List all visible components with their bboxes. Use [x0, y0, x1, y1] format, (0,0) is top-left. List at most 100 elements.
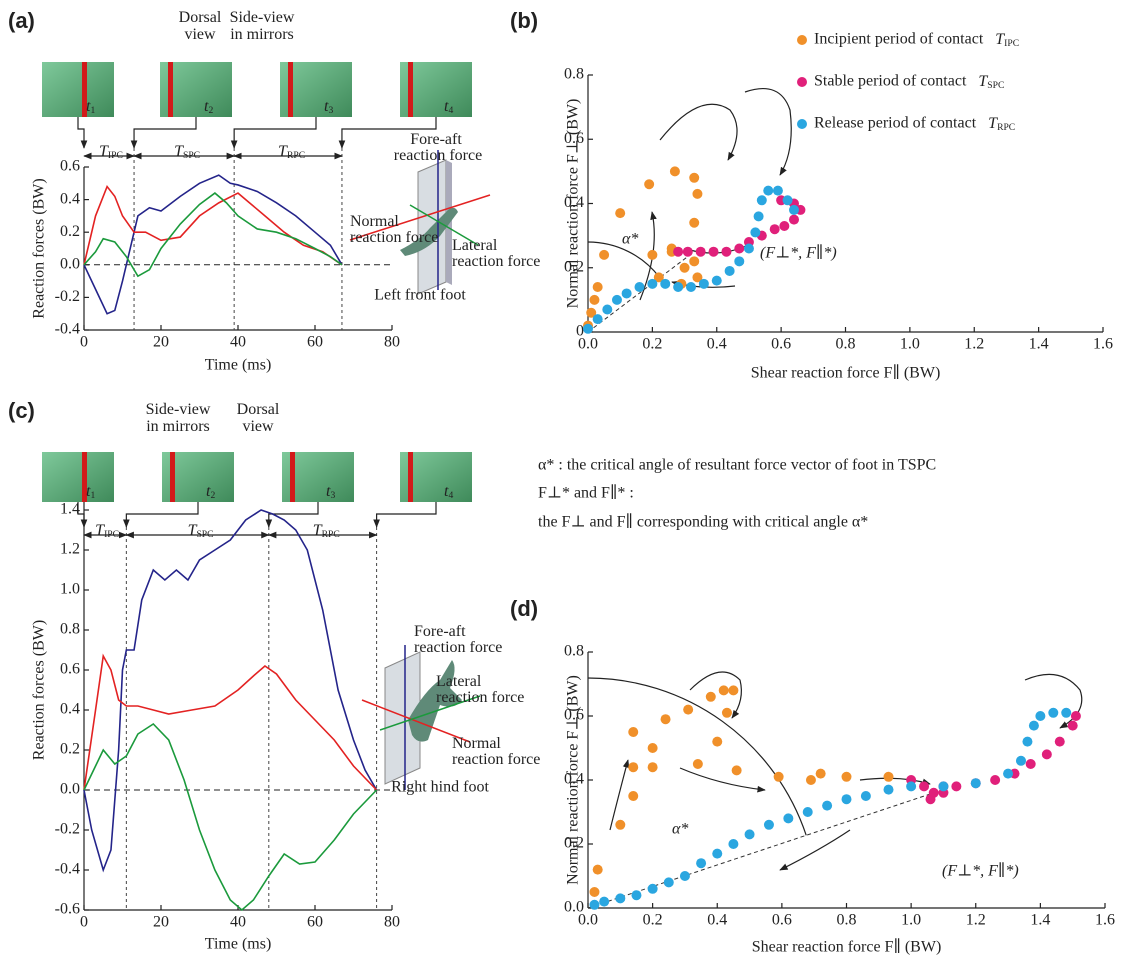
x-tick-label: 0.2	[642, 336, 662, 353]
y-tick-label: 0.2	[564, 835, 584, 852]
phase-label-symbol: T	[99, 143, 109, 160]
point	[769, 224, 780, 235]
point	[660, 714, 671, 725]
point	[990, 775, 1001, 785]
y-tick-label: 0.2	[564, 258, 584, 275]
photo-connector	[130, 117, 197, 149]
point	[644, 179, 655, 190]
legend-period-subscript: RPC	[997, 122, 1015, 133]
x-tick-label: 80	[384, 914, 400, 931]
view-label-line: in mirrors	[230, 26, 294, 43]
photo-label-subscript: 3	[328, 105, 333, 116]
y-tick-label: 0.6	[564, 130, 584, 147]
view-label-line: in mirrors	[146, 418, 210, 435]
panel-label: (b)	[510, 8, 538, 33]
y-tick-label: 0.8	[60, 621, 80, 638]
force-label-line: reaction force	[350, 229, 438, 246]
inset-diagram	[361, 645, 481, 790]
point	[592, 282, 603, 293]
photo-connector	[338, 117, 437, 149]
x-axis-title: Shear reaction force F∥ (BW)	[752, 938, 942, 956]
point	[647, 883, 658, 894]
photo-label-symbol: t	[86, 483, 91, 500]
angle-arc	[587, 241, 661, 279]
x-tick-label: 1.4	[1029, 336, 1049, 353]
foot-caption: Right hind foot	[391, 779, 489, 796]
point	[628, 727, 639, 737]
point	[753, 211, 764, 222]
point	[1061, 707, 1072, 718]
point	[1041, 749, 1052, 760]
legend-period-subscript: IPC	[1004, 38, 1019, 49]
phase-label-symbol: T	[174, 143, 184, 160]
legend-marker	[797, 119, 807, 129]
legend-label: Incipient period of contact	[814, 31, 984, 48]
y-axis-title: Normal reaction force F⊥ (BW)	[565, 99, 582, 309]
phase-label-symbol: T	[278, 143, 288, 160]
point	[772, 185, 783, 196]
legend-period: TRPC	[988, 115, 1015, 134]
x-tick-label: 80	[384, 334, 400, 351]
x-tick-label: 0.4	[707, 336, 727, 353]
force-label-line: Fore-aft	[414, 623, 470, 640]
x-tick-label: 0.0	[578, 336, 598, 353]
panel-label: (d)	[510, 596, 538, 621]
legend-marker	[797, 77, 807, 87]
force-label: Fore-aft reaction force	[414, 623, 502, 656]
angle-arc	[587, 677, 807, 836]
y-axis-title: Normal reaction force F⊥ (BW)	[565, 675, 582, 885]
photo-label-subscript: 2	[210, 490, 215, 501]
point	[782, 195, 793, 206]
photo-connector	[373, 502, 437, 528]
force-label: Fore-aft reaction force	[394, 131, 482, 164]
legend-period-symbol: T	[995, 31, 1005, 48]
phase-label-symbol: T	[95, 522, 105, 539]
point	[721, 246, 732, 257]
point	[679, 262, 690, 273]
legend-period-symbol: T	[988, 115, 998, 132]
phase-label: TIPC	[99, 143, 123, 162]
photo-label-symbol: t	[206, 483, 211, 500]
x-tick-label: 0.6	[772, 912, 792, 929]
point	[708, 246, 719, 257]
photo-bar	[408, 452, 413, 502]
photo-label-symbol: t	[444, 483, 449, 500]
point	[841, 794, 852, 805]
point	[586, 307, 597, 318]
view-label-line: view	[242, 418, 274, 435]
y-tick-label: -0.2	[55, 821, 80, 838]
photo-label: t3	[326, 483, 335, 502]
phase-label-subscript: RPC	[322, 529, 340, 540]
photo-label-symbol: t	[324, 98, 329, 115]
y-tick-label: 0.0	[60, 255, 80, 272]
x-tick-label: 1.0	[900, 336, 920, 353]
point	[712, 736, 723, 747]
point	[647, 249, 658, 260]
point	[883, 771, 894, 782]
force-label-line: Fore-aft	[410, 131, 466, 148]
photo-label: t4	[444, 483, 453, 502]
inset-diagram	[349, 150, 491, 295]
point	[1028, 720, 1039, 731]
x-tick-label: 0.8	[836, 336, 856, 353]
point	[705, 691, 716, 702]
point	[628, 762, 639, 773]
point	[750, 227, 761, 238]
phase-label-symbol: T	[188, 522, 198, 539]
y-tick-label: 0.4	[60, 701, 80, 718]
point	[728, 839, 739, 849]
point	[647, 762, 658, 773]
point	[589, 899, 600, 910]
x-tick-label: 20	[153, 914, 169, 931]
x-tick-label: 60	[307, 914, 323, 931]
legend-label: Release period of contact	[814, 115, 977, 132]
point	[673, 282, 684, 293]
photo-label-symbol: t	[444, 98, 449, 115]
point	[951, 781, 962, 792]
point	[615, 819, 626, 830]
force-label: Lateral reaction force	[452, 237, 540, 270]
view-label-line: Side-view	[230, 9, 295, 26]
point	[634, 282, 645, 293]
view-label: Side-view in mirrors	[146, 401, 211, 435]
point	[1022, 736, 1033, 747]
